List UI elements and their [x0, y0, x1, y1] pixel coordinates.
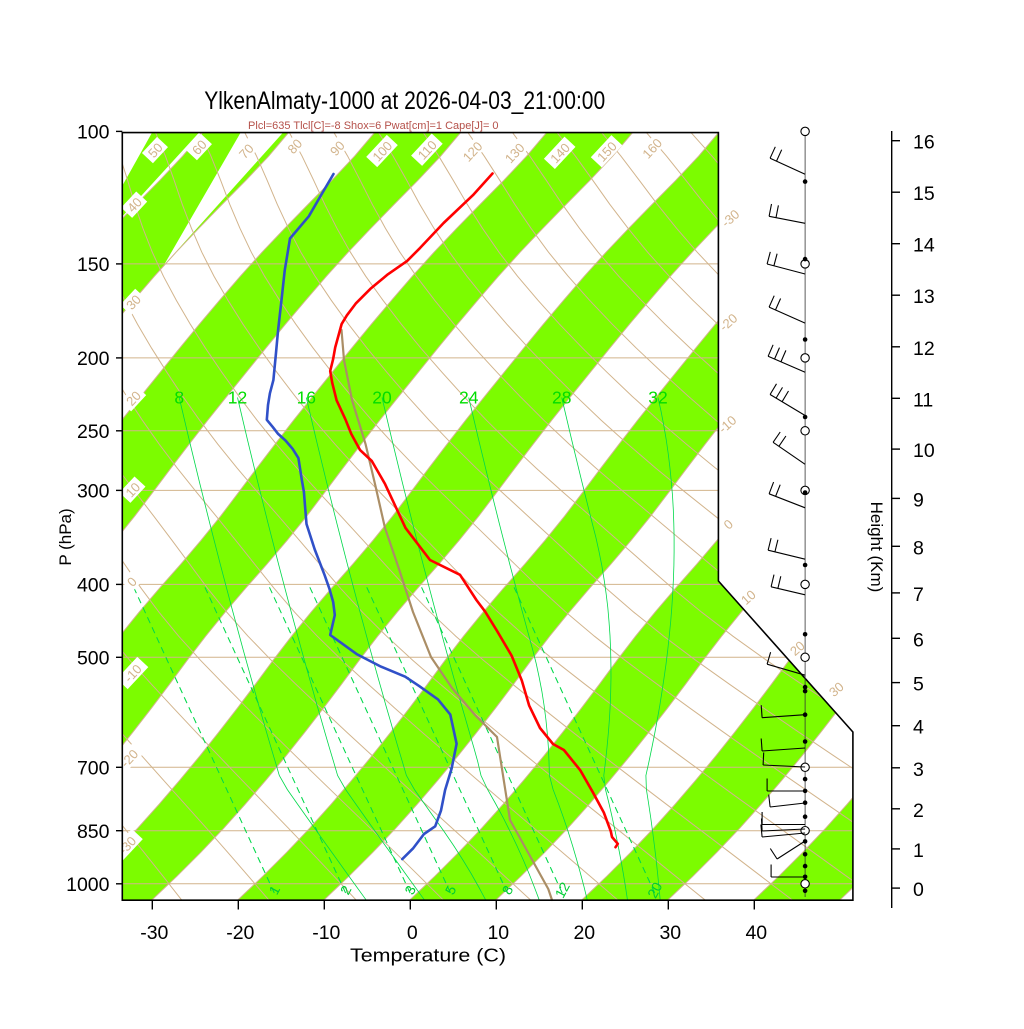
- svg-text:28: 28: [552, 388, 571, 408]
- svg-text:150: 150: [77, 254, 110, 276]
- svg-text:-10: -10: [312, 922, 340, 944]
- svg-text:P (hPa): P (hPa): [56, 508, 75, 565]
- svg-text:40: 40: [745, 922, 767, 944]
- svg-text:10: 10: [487, 922, 509, 944]
- svg-text:14: 14: [913, 235, 935, 257]
- svg-text:Temperature (C): Temperature (C): [350, 946, 506, 966]
- svg-text:-20: -20: [226, 922, 254, 944]
- svg-text:850: 850: [77, 821, 110, 843]
- svg-text:8: 8: [913, 537, 924, 559]
- svg-text:13: 13: [913, 286, 935, 308]
- svg-text:6: 6: [913, 629, 924, 651]
- svg-text:200: 200: [77, 348, 110, 370]
- svg-text:9: 9: [913, 489, 924, 511]
- svg-text:16: 16: [297, 388, 316, 408]
- svg-text:10: 10: [913, 440, 935, 462]
- svg-text:20: 20: [573, 922, 595, 944]
- svg-text:0: 0: [913, 879, 924, 901]
- svg-text:5: 5: [913, 674, 924, 696]
- svg-text:300: 300: [77, 481, 110, 503]
- svg-text:YlkenAlmaty-1000 at 2026-04-03: YlkenAlmaty-1000 at 2026-04-03_21:00:00: [204, 87, 605, 115]
- svg-text:12: 12: [913, 338, 935, 360]
- svg-text:4: 4: [913, 717, 924, 739]
- svg-text:400: 400: [77, 575, 110, 597]
- svg-text:12: 12: [228, 388, 247, 408]
- svg-text:Height (Km): Height (Km): [867, 502, 886, 593]
- svg-text:15: 15: [913, 183, 935, 205]
- svg-text:3: 3: [913, 759, 924, 781]
- svg-text:32: 32: [648, 388, 667, 408]
- svg-text:16: 16: [913, 132, 935, 154]
- svg-text:20: 20: [372, 388, 392, 408]
- svg-text:7: 7: [913, 584, 924, 606]
- svg-text:8: 8: [174, 388, 184, 408]
- svg-text:-30: -30: [140, 922, 168, 944]
- svg-text:20: 20: [644, 879, 666, 900]
- svg-text:1: 1: [913, 840, 924, 862]
- svg-text:Plcl=635 Tlcl[C]=-8 Shox=6 Pwa: Plcl=635 Tlcl[C]=-8 Shox=6 Pwat[cm]=1 Ca…: [248, 120, 499, 132]
- svg-text:0: 0: [407, 922, 418, 944]
- svg-text:30: 30: [659, 922, 681, 944]
- svg-text:1000: 1000: [66, 874, 110, 896]
- svg-text:250: 250: [77, 421, 110, 443]
- svg-text:12: 12: [551, 879, 573, 900]
- svg-text:24: 24: [459, 388, 479, 408]
- svg-text:500: 500: [77, 647, 110, 669]
- svg-text:100: 100: [77, 122, 110, 144]
- svg-text:700: 700: [77, 757, 110, 779]
- svg-text:2: 2: [913, 800, 924, 822]
- svg-text:11: 11: [913, 389, 933, 411]
